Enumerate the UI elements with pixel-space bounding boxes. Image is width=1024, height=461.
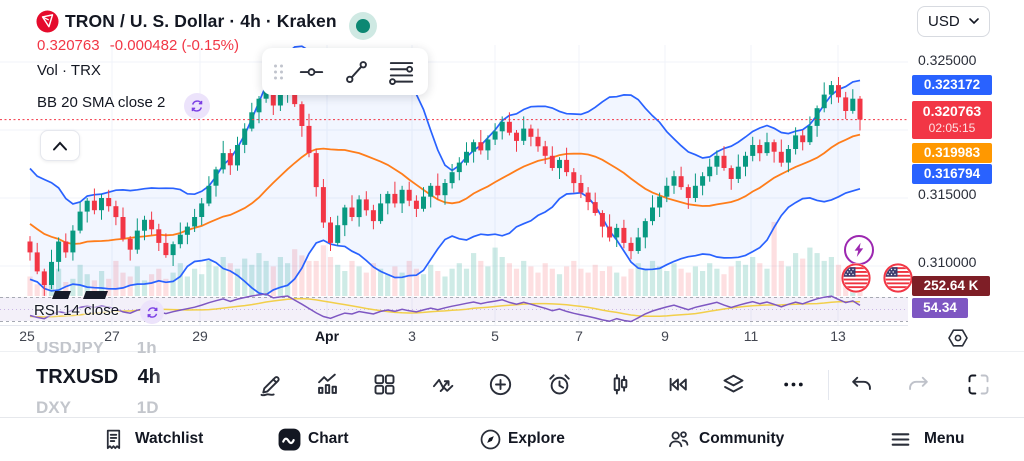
redo-icon[interactable] [905,371,932,398]
currency-selector[interactable]: USD [917,6,990,37]
patterns-icon[interactable] [430,371,457,398]
chart-type-icon[interactable] [607,371,634,398]
last-price-badge: 0.320763 02:05:15 [912,101,992,139]
replay-icon[interactable] [665,371,692,398]
collapse-panel-button[interactable] [40,130,80,161]
rsi-legend[interactable]: RSI 14 close [34,302,120,319]
lightning-icon [854,242,864,257]
indicators-icon[interactable] [314,371,341,398]
fullscreen-icon[interactable] [965,371,992,398]
price-badge: 0.323172 [912,75,992,95]
picker-row-prev[interactable]: USDJPY 1h [36,342,157,357]
drag-handle[interactable] [272,63,285,81]
tron-logo [36,10,59,33]
last-price: 0.320763 [37,37,100,54]
layouts-grid-icon[interactable] [371,371,398,398]
time-axis-label: 7 [575,328,583,344]
price-change: -0.000482 (-0.15%) [109,37,239,54]
price-scale-label: 0.310000 [918,254,977,270]
time-axis-label: 5 [491,328,499,344]
fib-lines-tool[interactable] [388,58,415,85]
time-axis-label: 27 [104,328,120,344]
explore-compass-icon[interactable] [478,427,503,452]
time-axis-label: 29 [192,328,208,344]
bb-loading-spinner [184,93,210,119]
chevron-down-icon [969,18,979,25]
community-people-icon[interactable] [666,427,691,452]
currency-value: USD [928,13,960,30]
us-flag-button-2[interactable] [883,263,913,293]
nav-explore[interactable]: Explore [508,430,565,447]
axis-settings-button[interactable] [946,326,970,350]
undo-icon[interactable] [848,371,875,398]
us-flag-icon [841,263,871,293]
chart-layers [0,45,908,326]
layers-icon[interactable] [720,371,747,398]
picker-fade [150,360,200,394]
time-axis-label: 25 [19,328,35,344]
bottom-nav: Watchlist Chart Explore Community Menu [0,417,1024,461]
bb-legend[interactable]: BB 20 SMA close 2 [37,94,166,111]
symbol-title[interactable]: TRON / U. S. Dollar · 4h · Kraken [65,11,337,31]
toolbar-divider [828,370,829,400]
us-flag-icon [883,263,913,293]
horizontal-line-tool[interactable] [298,58,325,85]
menu-hamburger-icon[interactable] [888,427,913,452]
more-options-icon[interactable] [780,371,807,398]
draw-tool-icon[interactable] [257,371,284,398]
price-badge: 54.34 [912,298,968,318]
time-axis-label: 3 [408,328,416,344]
nav-menu[interactable]: Menu [924,430,965,447]
floating-draw-toolbar [262,48,428,95]
add-icon[interactable] [487,371,514,398]
time-axis-label: 11 [743,328,759,344]
chevron-up-icon [53,141,67,150]
gear-icon [948,329,968,347]
trend-line-tool[interactable] [343,58,370,85]
us-flag-button-1[interactable] [841,263,871,293]
nav-community[interactable]: Community [699,430,785,447]
volume-legend[interactable]: Vol · TRX [37,62,101,79]
time-axis-label: 9 [661,328,669,344]
price-change-row: 0.320763 -0.000482 (-0.15%) [37,37,239,54]
picker-row-active[interactable]: TRXUSD 4h [36,366,161,388]
price-scale-label: 0.325000 [918,52,977,68]
rsi-loading-spinner [140,300,164,324]
price-scale-label: 0.315000 [918,186,977,202]
price-badge: 0.316794 [912,164,992,184]
symbol-interval-picker: USDJPY 1h TRXUSD 4h DXY 1D [36,342,240,416]
divider [0,351,1024,352]
bar-countdown: 02:05:15 [928,121,976,135]
time-axis-label: Apr [314,328,340,344]
chart-icon-active[interactable] [277,427,302,452]
boost-button[interactable] [844,235,874,265]
market-open-dot [356,19,370,33]
alert-clock-icon[interactable] [546,371,573,398]
watchlist-icon[interactable] [101,427,126,452]
nav-chart[interactable]: Chart [308,430,349,447]
price-badge: 252.64 K [912,276,990,296]
time-axis-label: 13 [830,328,846,344]
price-badge: 0.319983 [912,143,992,163]
nav-watchlist[interactable]: Watchlist [135,430,204,447]
picker-row-next[interactable]: DXY 1D [36,398,159,416]
